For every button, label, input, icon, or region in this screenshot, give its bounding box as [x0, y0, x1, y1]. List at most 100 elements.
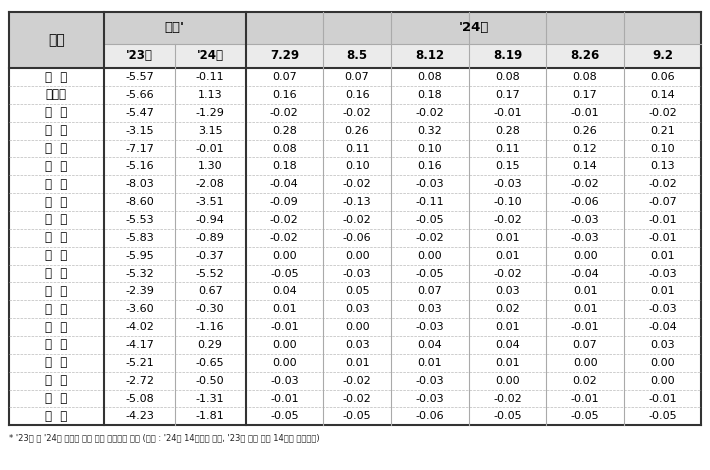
- Bar: [175, 300, 246, 318]
- Bar: [246, 44, 323, 68]
- Bar: [9, 247, 104, 265]
- Bar: [175, 175, 246, 193]
- Bar: [104, 354, 175, 372]
- Bar: [624, 211, 701, 229]
- Text: -0.02: -0.02: [493, 268, 522, 279]
- Text: -0.05: -0.05: [270, 411, 299, 422]
- Bar: [175, 157, 246, 175]
- Text: 0.17: 0.17: [573, 90, 597, 100]
- Bar: [624, 175, 701, 193]
- Text: -0.03: -0.03: [415, 322, 444, 332]
- Bar: [323, 68, 391, 86]
- Text: -0.01: -0.01: [196, 143, 224, 154]
- Bar: [624, 229, 701, 247]
- Text: 0.00: 0.00: [573, 358, 597, 368]
- Bar: [323, 354, 391, 372]
- Bar: [246, 211, 323, 229]
- Bar: [246, 193, 323, 211]
- Text: -0.03: -0.03: [648, 304, 677, 314]
- Text: 0.00: 0.00: [345, 251, 369, 261]
- Text: 0.01: 0.01: [417, 358, 442, 368]
- Bar: [546, 336, 624, 354]
- Text: 0.67: 0.67: [198, 286, 222, 297]
- Text: -0.10: -0.10: [493, 197, 522, 207]
- Text: -0.05: -0.05: [571, 411, 599, 422]
- Text: -0.05: -0.05: [415, 215, 444, 225]
- Bar: [391, 86, 469, 104]
- Text: 0.03: 0.03: [495, 286, 520, 297]
- Bar: [469, 211, 546, 229]
- Bar: [246, 300, 323, 318]
- Text: 전  국: 전 국: [45, 70, 67, 84]
- Bar: [469, 336, 546, 354]
- Bar: [624, 265, 701, 282]
- Bar: [624, 354, 701, 372]
- Text: 0.28: 0.28: [272, 125, 297, 136]
- Text: 0.10: 0.10: [417, 143, 442, 154]
- Text: 8.12: 8.12: [415, 49, 444, 63]
- Text: 0.02: 0.02: [495, 304, 520, 314]
- Bar: [323, 300, 391, 318]
- Text: -1.31: -1.31: [196, 393, 224, 404]
- Text: -0.11: -0.11: [196, 72, 224, 82]
- Bar: [104, 122, 175, 140]
- Text: 0.04: 0.04: [495, 340, 520, 350]
- Text: 8.19: 8.19: [493, 49, 522, 63]
- Bar: [323, 265, 391, 282]
- Text: -5.57: -5.57: [125, 72, 154, 82]
- Bar: [104, 247, 175, 265]
- Bar: [104, 68, 175, 86]
- Text: -0.02: -0.02: [571, 179, 599, 189]
- Bar: [9, 140, 104, 157]
- Bar: [246, 104, 323, 122]
- Text: 0.26: 0.26: [573, 125, 597, 136]
- Text: -5.66: -5.66: [125, 90, 154, 100]
- Bar: [9, 157, 104, 175]
- Text: -8.03: -8.03: [125, 179, 154, 189]
- Bar: [546, 282, 624, 300]
- Text: -0.02: -0.02: [270, 215, 299, 225]
- Bar: [391, 390, 469, 407]
- Text: -0.05: -0.05: [415, 268, 444, 279]
- Text: 0.03: 0.03: [650, 340, 675, 350]
- Text: -0.03: -0.03: [415, 376, 444, 386]
- Text: 0.05: 0.05: [345, 286, 369, 297]
- Bar: [391, 300, 469, 318]
- Text: 0.08: 0.08: [417, 72, 442, 82]
- Bar: [546, 68, 624, 86]
- Text: 0.11: 0.11: [345, 143, 369, 154]
- Text: 0.16: 0.16: [272, 90, 297, 100]
- Bar: [546, 140, 624, 157]
- Bar: [175, 282, 246, 300]
- Text: 0.29: 0.29: [197, 340, 223, 350]
- Bar: [546, 229, 624, 247]
- Bar: [9, 282, 104, 300]
- Bar: [104, 318, 175, 336]
- Bar: [104, 282, 175, 300]
- Text: -0.03: -0.03: [648, 268, 677, 279]
- Text: 부  산: 부 산: [45, 178, 67, 191]
- Bar: [323, 140, 391, 157]
- Bar: [469, 282, 546, 300]
- Text: 전  남: 전 남: [45, 356, 67, 369]
- Text: 0.16: 0.16: [345, 90, 369, 100]
- Text: 0.15: 0.15: [495, 161, 520, 172]
- Bar: [104, 104, 175, 122]
- Text: 0.00: 0.00: [573, 251, 597, 261]
- Bar: [323, 122, 391, 140]
- Bar: [469, 372, 546, 390]
- Text: 0.18: 0.18: [272, 161, 297, 172]
- Bar: [175, 247, 246, 265]
- Bar: [546, 407, 624, 425]
- Bar: [175, 336, 246, 354]
- Bar: [391, 140, 469, 157]
- Text: 수도권: 수도권: [46, 88, 67, 102]
- Bar: [104, 175, 175, 193]
- Bar: [469, 390, 546, 407]
- Text: 0.07: 0.07: [573, 340, 597, 350]
- Bar: [624, 86, 701, 104]
- Bar: [104, 229, 175, 247]
- Bar: [546, 265, 624, 282]
- Bar: [323, 211, 391, 229]
- Text: -0.05: -0.05: [493, 411, 522, 422]
